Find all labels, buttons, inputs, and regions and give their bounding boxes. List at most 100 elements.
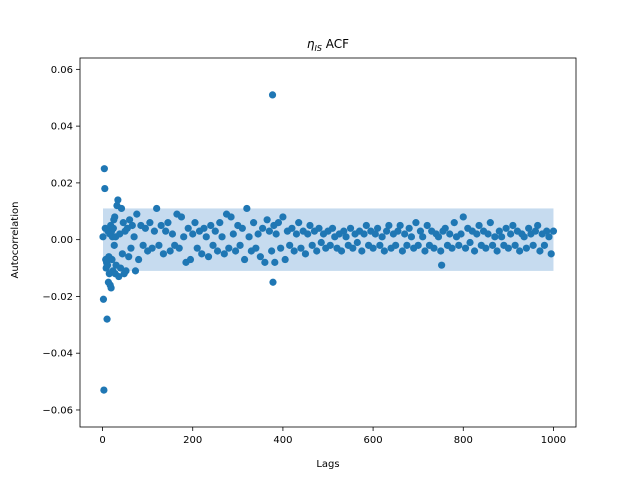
data-point: [256, 253, 264, 261]
data-point: [315, 224, 323, 232]
data-point: [292, 230, 301, 238]
data-point: [392, 241, 400, 249]
data-point: [455, 241, 463, 249]
data-point: [119, 219, 127, 227]
data-point: [495, 227, 503, 235]
data-point: [131, 267, 140, 275]
data-point: [216, 219, 224, 227]
data-point: [405, 224, 413, 232]
plot-frame: [79, 57, 577, 428]
data-point: [446, 230, 454, 238]
data-point: [317, 238, 325, 247]
data-point: [108, 255, 116, 264]
y-tick-label: 0.06: [51, 65, 73, 76]
data-point: [269, 278, 277, 286]
data-point: [189, 230, 197, 238]
data-point: [371, 230, 379, 238]
data-point: [180, 233, 188, 241]
data-point: [130, 233, 138, 241]
data-point: [153, 204, 161, 213]
data-point: [268, 91, 277, 99]
y-tick-label: −0.02: [42, 292, 73, 303]
data-point: [272, 230, 280, 238]
data-point: [362, 221, 370, 230]
data-point: [99, 295, 108, 303]
data-point: [416, 227, 425, 235]
data-point: [213, 247, 222, 255]
data-point: [286, 241, 294, 249]
data-point: [360, 230, 368, 238]
data-point: [229, 230, 237, 238]
data-point: [155, 241, 163, 249]
data-point: [116, 264, 125, 272]
data-point: [412, 219, 420, 227]
data-point: [534, 221, 542, 230]
data-point: [117, 204, 126, 213]
data-point: [376, 241, 384, 249]
data-point: [109, 224, 117, 232]
data-point: [135, 255, 143, 264]
data-point: [265, 227, 273, 235]
data-point: [461, 244, 470, 252]
data-point: [306, 221, 314, 230]
data-point: [297, 244, 305, 252]
data-point: [349, 244, 357, 252]
data-point: [545, 233, 553, 241]
data-point: [103, 315, 111, 323]
data-point: [396, 221, 404, 230]
data-point: [403, 241, 411, 249]
data-point: [525, 224, 533, 232]
data-point: [437, 247, 445, 255]
data-point: [148, 244, 156, 252]
x-tick-label: 400: [273, 435, 292, 446]
data-point: [245, 233, 253, 241]
x-tick-label: 200: [183, 435, 202, 446]
data-point: [394, 227, 402, 235]
data-point: [240, 255, 249, 264]
data-point: [207, 221, 215, 230]
data-point: [204, 253, 213, 261]
data-point: [279, 213, 287, 221]
data-point: [157, 221, 165, 230]
data-point: [531, 227, 540, 235]
data-point: [281, 255, 289, 264]
data-point: [101, 184, 109, 193]
data-point: [374, 224, 382, 232]
data-point: [493, 247, 501, 255]
data-point: [103, 261, 112, 269]
title-subscript: IS: [315, 44, 322, 53]
data-point: [218, 233, 226, 241]
data-point: [162, 227, 170, 235]
data-point: [502, 224, 510, 232]
data-point: [184, 224, 192, 232]
data-point: [421, 247, 429, 255]
data-point: [470, 247, 479, 255]
data-point: [126, 216, 134, 224]
data-point: [200, 224, 208, 232]
data-point: [473, 230, 481, 238]
y-tick-label: −0.06: [42, 405, 73, 416]
y-tick-label: −0.04: [42, 349, 73, 360]
data-point: [522, 244, 531, 252]
data-point: [313, 247, 321, 255]
data-point: [509, 221, 517, 230]
data-point: [486, 219, 494, 227]
data-point: [209, 241, 217, 249]
data-point: [274, 219, 282, 227]
data-point: [536, 247, 544, 255]
data-point: [168, 230, 177, 238]
x-axis-label: Lags: [316, 459, 339, 470]
data-point: [423, 221, 431, 230]
y-tick-label: 0.00: [51, 235, 73, 246]
data-point: [116, 230, 124, 238]
data-point: [250, 219, 258, 227]
data-point: [100, 165, 108, 173]
data-point: [520, 233, 528, 241]
data-point: [457, 230, 465, 238]
data-point: [346, 224, 355, 232]
data-point: [259, 224, 267, 232]
data-point: [198, 250, 206, 258]
data-point: [166, 247, 174, 255]
data-point: [107, 284, 115, 292]
data-point: [254, 230, 262, 238]
